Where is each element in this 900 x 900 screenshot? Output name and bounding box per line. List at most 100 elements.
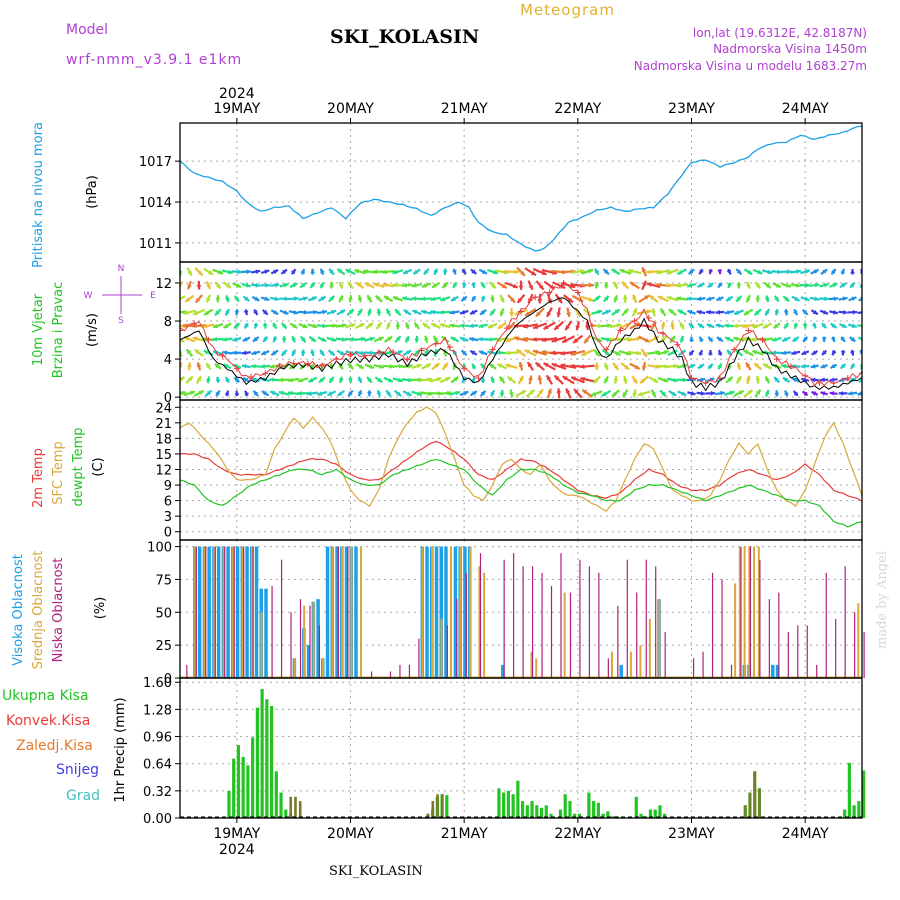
mid-cloud-bar <box>359 546 362 678</box>
wind-arrow-head <box>398 377 403 383</box>
wind-arrow-head <box>370 350 375 356</box>
wind-arrow-head <box>638 391 643 397</box>
wind-arrow-head <box>813 336 818 342</box>
pressure-panel: 1011 1014 1017 <box>139 122 863 263</box>
low-cloud-bar <box>479 553 482 678</box>
high-cloud-bar <box>207 546 211 678</box>
wind-arrow-head <box>697 282 703 288</box>
low-cloud-bar <box>243 546 245 678</box>
wind-arrow-head <box>505 363 511 369</box>
wind-arrow-head <box>442 270 448 275</box>
ytick-label: 15 <box>155 448 172 463</box>
mid-cloud-bar <box>203 546 206 678</box>
wind-arrow-head <box>551 363 557 368</box>
bottom-year-label: 2024 <box>219 842 255 858</box>
wind-arrow-head <box>329 268 334 274</box>
gust-marker <box>574 289 581 296</box>
mid-cloud-bar <box>738 546 741 678</box>
wind-arrow-head <box>234 323 239 329</box>
wind-arrow-head <box>581 351 587 356</box>
wind-arrow-head <box>244 323 250 329</box>
gust-marker <box>589 322 596 329</box>
precip-total-bar <box>530 801 534 818</box>
wind-arrow-head <box>823 282 829 288</box>
wind-arrow-head <box>696 309 702 315</box>
wind-arrow-head <box>281 338 287 343</box>
wind-arrow-head <box>215 376 221 382</box>
wind-arrow-head <box>801 350 807 355</box>
wind-arrow-head <box>745 362 751 368</box>
precip-total-bar <box>274 771 278 818</box>
wind-arrow-head <box>490 297 495 303</box>
wind-arrow-head <box>272 337 278 343</box>
wind-arrow-head <box>681 391 687 396</box>
wind-arrow-head <box>270 390 276 396</box>
wind-arrow-head <box>461 296 467 302</box>
wind-arrow-head <box>644 295 650 300</box>
gust-marker <box>461 365 468 372</box>
wind-arrow-head <box>396 391 402 396</box>
wind-arrow-head <box>387 377 393 383</box>
wind-arrow-head <box>188 376 193 382</box>
wind-arrow-head <box>664 363 670 369</box>
wind-arrow-head <box>554 325 560 330</box>
precip-total-bar <box>241 756 245 818</box>
wind-arrow-head <box>802 324 808 329</box>
wind-arrow-head <box>445 377 451 382</box>
wind-arrow <box>180 324 187 329</box>
wind-arrow-head <box>480 283 485 289</box>
wind-arrow-head <box>550 350 556 356</box>
wind-arrow-head <box>589 282 594 288</box>
wind-arrow-head <box>393 296 399 301</box>
wind-arrow-head <box>319 377 324 383</box>
wind-arrow-head <box>857 391 862 396</box>
wind-arrow-head <box>824 296 829 302</box>
wind-arrow-head <box>234 377 240 383</box>
precip-mixed-bar <box>426 813 430 818</box>
ytick-label: 0 <box>164 672 172 687</box>
wind-arrow-head <box>367 391 372 397</box>
wind-arrow-head <box>412 309 418 315</box>
wind-arrow-head <box>226 283 231 288</box>
mid-cloud-bar <box>232 546 235 678</box>
wind-arrow-head <box>433 335 438 341</box>
wind-arrow-head <box>451 296 457 301</box>
wind-arrow-head <box>632 294 637 300</box>
wind-arrow-head <box>533 324 539 329</box>
wind-arrow-head <box>765 376 770 382</box>
wind-arrow-head <box>488 323 493 329</box>
cloud-ylabel-mid: Srednja Oblacnost <box>31 551 46 670</box>
ytick-label: 75 <box>155 573 172 588</box>
gust-marker <box>660 330 667 337</box>
wind-arrow-head <box>269 364 275 369</box>
wind-arrow-head <box>804 269 810 274</box>
wind-arrow-head <box>570 363 575 369</box>
gust-marker <box>532 294 539 301</box>
wind-arrow-head <box>670 335 675 341</box>
wind-arrow-head <box>820 377 825 383</box>
wind-arrow-head <box>670 322 676 327</box>
precip-total-bar <box>511 794 515 818</box>
wind-arrow-head <box>811 323 817 329</box>
wind-arrow-head <box>242 336 248 342</box>
wind-arrow-head <box>533 349 538 355</box>
wind-arrow-head <box>376 308 382 314</box>
precip-total-bar <box>549 813 553 818</box>
wind-arrow-head <box>547 298 552 304</box>
ytick-label: 1.28 <box>143 703 172 718</box>
precip-mixed-bar <box>436 794 439 818</box>
wind-arrow <box>180 310 187 314</box>
wind-arrow-head <box>354 268 360 274</box>
gust-marker <box>802 372 809 379</box>
wind-arrow-head <box>543 363 549 368</box>
gust-marker <box>276 363 283 370</box>
wind-arrow-head <box>747 269 753 275</box>
high-cloud-bar <box>453 546 458 678</box>
wind-arrow-head <box>707 363 713 369</box>
wind-arrow-head <box>234 296 239 302</box>
wind-arrow-head <box>397 350 403 355</box>
wind-arrow-head <box>470 350 476 356</box>
compass-e: E <box>150 291 156 301</box>
wind-arrow-head <box>538 284 544 290</box>
wind-arrow-head <box>636 336 642 342</box>
